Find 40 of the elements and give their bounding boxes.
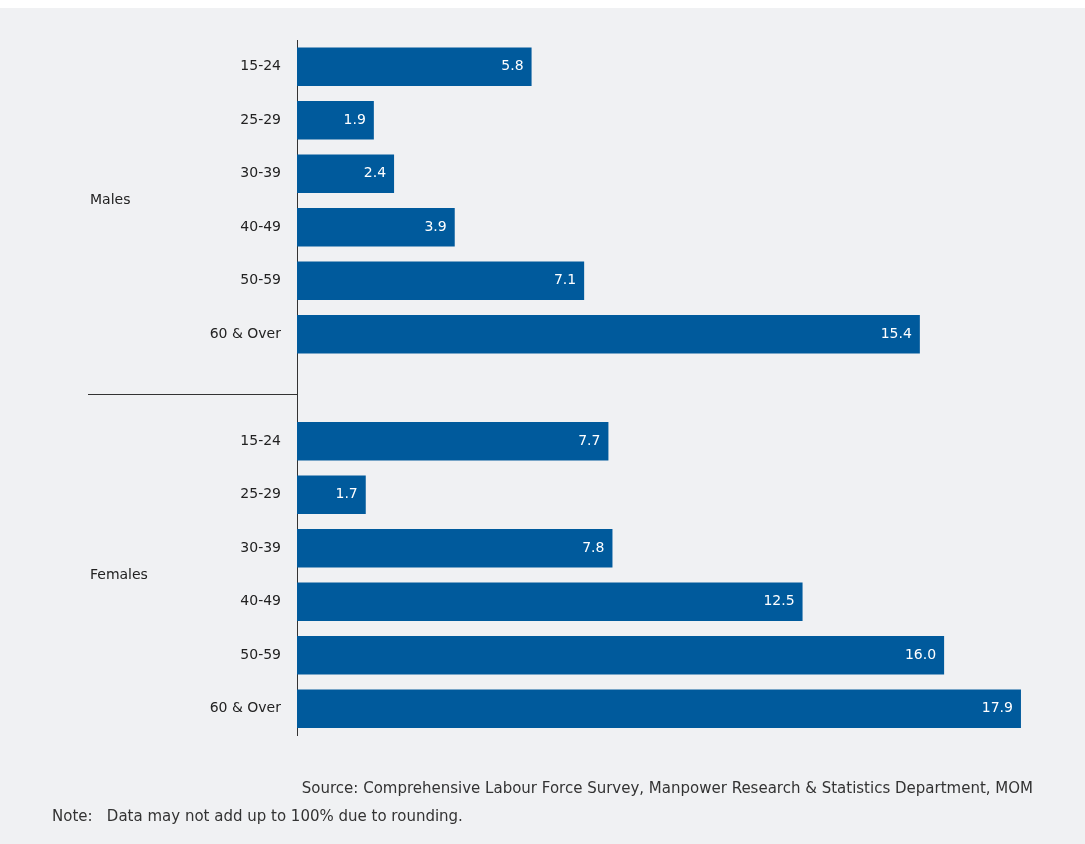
text: Females <box>90 565 148 582</box>
bar <box>297 689 1021 729</box>
bar <box>297 208 455 247</box>
data-label: 1.9 <box>343 110 366 127</box>
y-tick-label: 50-59 <box>240 645 281 662</box>
y-tick-label: 50-59 <box>240 271 281 288</box>
data-label: 5.8 <box>501 57 524 74</box>
data-label: 2.4 <box>363 164 387 181</box>
y-tick-label: 40-49 <box>240 217 281 234</box>
data-label: 7.7 <box>578 431 601 448</box>
y-tick-label: 60 & Over <box>209 324 282 341</box>
y-tick-label: 25-29 <box>240 110 281 127</box>
bar <box>297 315 920 354</box>
data-label: 1.7 <box>335 485 358 502</box>
data-label: 7.1 <box>553 271 577 288</box>
text: Males <box>90 191 131 208</box>
bar <box>297 636 945 675</box>
source-note: Source: Comprehensive Labour Force Survey, Manpower Research & Statistics Department, MOM <box>301 779 1033 797</box>
bar <box>297 475 366 515</box>
text: Note: Data may not add up to 100% due to rounding. <box>52 807 463 825</box>
y-tick-label: 40-49 <box>240 592 281 609</box>
data-label: 17.9 <box>981 699 1013 716</box>
data-label: 12.5 <box>763 592 795 609</box>
data-label: 3.9 <box>424 217 447 234</box>
y-tick-label: 60 & Over <box>209 699 282 716</box>
bar <box>297 582 803 622</box>
y-tick-label: 25-29 <box>240 485 281 502</box>
data-label: 16.0 <box>904 645 937 662</box>
bar <box>297 261 585 301</box>
bar <box>297 101 374 140</box>
data-label: 7.8 <box>582 538 605 555</box>
y-tick-label: 15-24 <box>240 57 282 74</box>
bar <box>297 422 609 461</box>
y-tick-label: 15-24 <box>240 431 282 448</box>
bar <box>297 529 613 568</box>
y-tick-label: 30-39 <box>240 538 281 555</box>
bar <box>297 47 532 87</box>
bar <box>297 154 395 194</box>
data-label: 15.4 <box>880 324 912 341</box>
y-tick-label: 30-39 <box>240 164 281 181</box>
